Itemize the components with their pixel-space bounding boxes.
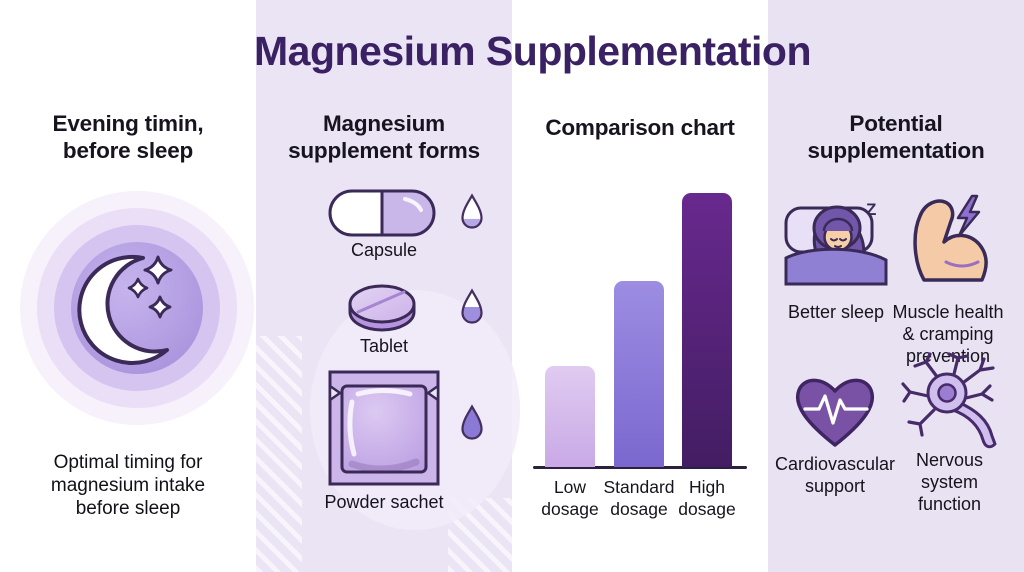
header-line: Comparison chart: [545, 115, 735, 140]
powder-sachet-icon: [328, 370, 440, 486]
caption-line: before sleep: [75, 498, 181, 519]
bar-tick-label-standard-dosage: Standard dosage: [597, 476, 681, 520]
capsule-icon: [328, 189, 436, 237]
header-line: before sleep: [62, 138, 194, 163]
bar-high-dosage: [682, 193, 732, 467]
page-title: Magnesium Supplementation: [254, 28, 812, 74]
panel-benefits: [768, 0, 1024, 572]
label-line: Cardiovascular: [774, 454, 896, 474]
bar-low-dosage: [545, 366, 595, 467]
nervous-system-label: Nervous system function: [892, 449, 1007, 515]
bar-tick-label-high-dosage: High dosage: [665, 476, 749, 520]
flexed-arm-lightning-icon: [913, 194, 988, 282]
tablet-icon: [348, 284, 416, 332]
header-line: Magnesium: [323, 111, 445, 136]
label-line: system: [920, 472, 978, 492]
label-line: Nervous: [915, 450, 984, 470]
supplement-forms-header: Magnesium supplement forms: [256, 110, 512, 164]
better-sleep-label: Better sleep: [776, 301, 896, 323]
header-line: Potential: [849, 111, 943, 136]
droplet-low-icon: [461, 193, 483, 229]
header-line: supplement forms: [288, 138, 480, 163]
tick-line: dosage: [610, 499, 668, 519]
benefits-header: Potential supplementation: [768, 110, 1024, 164]
tablet-label: Tablet: [359, 336, 409, 356]
caption-line: magnesium intake: [50, 475, 206, 496]
droplet-full-icon: [461, 404, 483, 440]
label-line: function: [917, 494, 982, 514]
bar-chart: [533, 190, 747, 469]
label-line: support: [804, 476, 866, 496]
droplet-half-icon: [461, 288, 483, 324]
chart-axis-line: [533, 466, 747, 469]
tick-line: dosage: [541, 499, 599, 519]
tick-line: Low: [553, 477, 587, 497]
tick-line: High: [689, 477, 725, 497]
evening-timing-header: Evening timin, before sleep: [0, 110, 256, 164]
zzz-letter: Z: [866, 200, 876, 219]
label-line: Better sleep: [787, 302, 885, 322]
diagonal-stripes-decoration: [256, 336, 302, 572]
tick-line: Standard: [603, 477, 675, 497]
evening-timing-caption: Optimal timing for magnesium intake befo…: [0, 451, 256, 520]
tick-line: dosage: [678, 499, 736, 519]
capsule-label: Capsule: [350, 240, 418, 260]
sleeping-person-icon: z Z z: [784, 200, 888, 286]
label-line: & cramping: [902, 324, 994, 344]
header-line: Evening timin,: [52, 111, 204, 136]
crescent-moon-stars-icon: [20, 191, 254, 425]
caption-line: Optimal timing for: [53, 452, 203, 473]
bar-tick-label-low-dosage: Low dosage: [528, 476, 612, 520]
bar-standard-dosage: [614, 281, 664, 467]
label-line: Muscle health: [892, 302, 1004, 322]
cardiovascular-label: Cardiovascular support: [770, 453, 900, 497]
powder-sachet-label: Powder sachet: [324, 492, 444, 512]
chart-tick-labels: Low dosage Standard dosage High dosage: [533, 476, 747, 536]
neuron-icon: [901, 352, 997, 449]
heart-ekg-icon: [795, 378, 875, 447]
comparison-chart-header: Comparison chart: [512, 114, 768, 141]
header-line: supplementation: [807, 138, 985, 163]
